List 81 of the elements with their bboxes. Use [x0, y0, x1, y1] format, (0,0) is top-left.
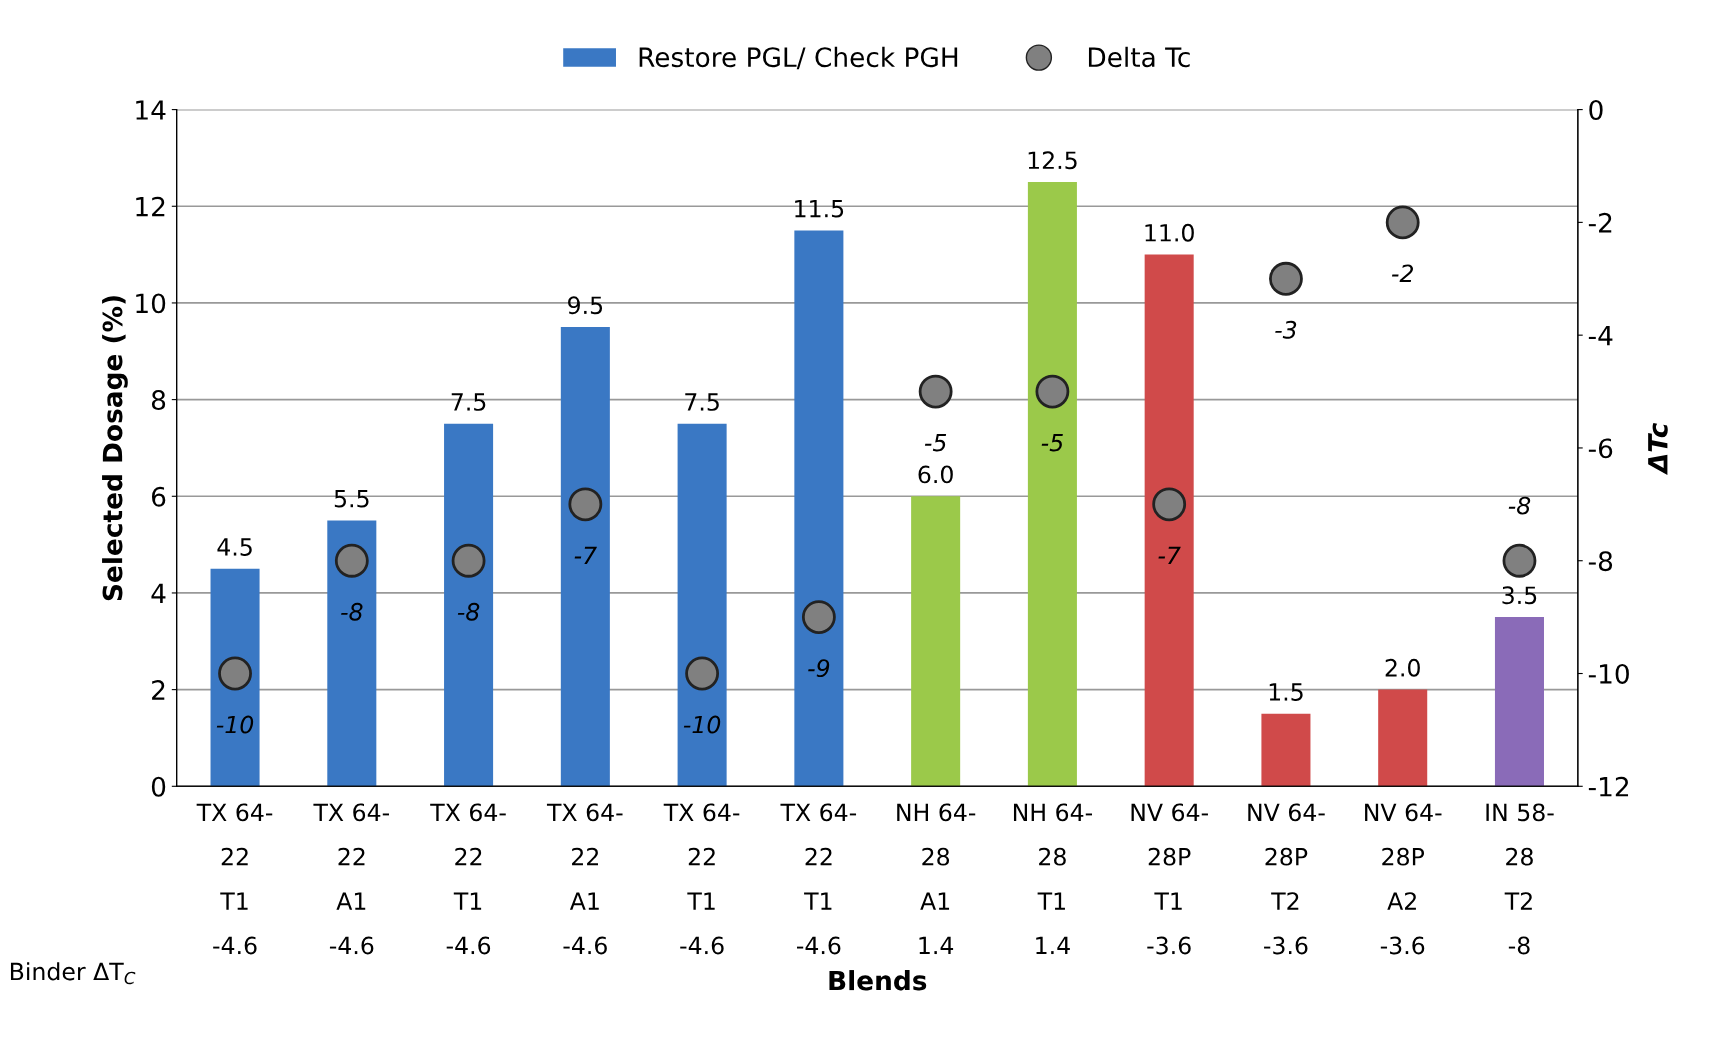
point	[1502, 543, 1537, 578]
point	[918, 374, 953, 409]
bar	[1027, 182, 1077, 787]
y2-tick-label: -2	[1588, 212, 1612, 233]
y2-tick-label: -6	[1588, 438, 1613, 459]
data-label: 7.5	[685, 393, 719, 411]
bar	[794, 230, 844, 787]
x-tick-label: NV 64- 28P T2 -3.6	[1248, 803, 1325, 955]
data-label: 7.5	[451, 393, 486, 411]
point	[334, 543, 369, 578]
y2-axis-title: ΔTc	[1648, 422, 1668, 476]
x-tick-label: IN 58- 28 T2 -8	[1486, 803, 1554, 955]
y-tick-label: 12	[136, 196, 165, 217]
data-label: -5	[1041, 433, 1063, 452]
point	[801, 600, 836, 635]
y-tick-label: 2	[152, 680, 165, 700]
bar	[1494, 617, 1544, 787]
point	[1035, 374, 1070, 409]
point	[1269, 261, 1303, 296]
data-label: -10	[216, 715, 254, 734]
x-tick-label: NH 64- 28 A1 1.4	[897, 803, 976, 955]
data-label: 4.5	[217, 538, 252, 556]
data-label: 11.0	[1145, 223, 1194, 242]
bar	[677, 423, 727, 787]
x-tick-label: TX 64- 22 A1 -4.6	[313, 803, 389, 955]
data-label: -8	[341, 602, 363, 621]
data-label: -2	[1392, 264, 1414, 282]
point	[1385, 205, 1420, 240]
data-label: -5	[924, 433, 947, 452]
bar	[1261, 713, 1311, 787]
data-label: 5.5	[334, 489, 369, 508]
y-tick-label: 0	[151, 776, 166, 797]
x-tick-label: NH 64- 28 T1 1.4	[1013, 803, 1092, 955]
y2-tick-label: -12	[1588, 776, 1629, 797]
x-axis-title: Blends	[829, 970, 927, 991]
bar	[327, 520, 377, 787]
data-label: -3	[1275, 320, 1297, 339]
x-tick-label: NV 64- 28P A2 -3.6	[1365, 803, 1442, 955]
data-label: 6.0	[918, 465, 953, 484]
data-label: -9	[808, 659, 830, 678]
y2-tick-label: -10	[1588, 663, 1629, 684]
data-label: -10	[683, 715, 721, 734]
point	[1152, 487, 1187, 522]
y-tick-label: 4	[151, 583, 166, 603]
point	[685, 656, 720, 691]
data-label: 9.5	[568, 296, 603, 315]
y2-tick-label: 0	[1589, 100, 1603, 120]
y2-tick-label: -8	[1588, 551, 1613, 572]
point	[451, 543, 486, 578]
legend-label: Delta Tc	[1088, 46, 1190, 68]
data-label: 2.0	[1385, 658, 1420, 677]
x-tick-label: TX 64- 22 T1 -4.6	[430, 803, 506, 955]
data-label: 3.5	[1502, 586, 1537, 605]
point	[568, 487, 603, 522]
y-tick-label: 6	[151, 486, 166, 507]
y-tick-label: 10	[136, 293, 166, 314]
bar	[1378, 689, 1428, 787]
data-label: -7	[574, 546, 597, 564]
x-tick-label: TX 64- 22 T1 -4.6	[780, 803, 857, 955]
data-label: 11.5	[795, 199, 844, 218]
point	[218, 656, 252, 691]
data-label: -8	[457, 602, 480, 621]
legend-label: Restore PGL/ Check PGH	[639, 46, 958, 70]
y-tick-label: 8	[151, 390, 166, 411]
data-label: 12.5	[1028, 151, 1077, 170]
x-tick-label: NV 64- 28P T1 -3.6	[1131, 803, 1208, 955]
text: Binder ΔT$_{C}$	[10, 962, 136, 985]
x-tick-label: TX 64- 22 A1 -4.6	[546, 803, 623, 955]
x-tick-label: TX 64- 22 T1 -4.6	[663, 803, 740, 955]
bar	[1144, 254, 1194, 787]
bar	[911, 496, 961, 787]
bar	[444, 423, 494, 787]
y-tick-label: 14	[136, 100, 166, 120]
data-label: -7	[1158, 546, 1181, 564]
data-label: 1.5	[1269, 683, 1303, 701]
bar	[210, 568, 260, 787]
y-axis-title: Selected Dosage (%)	[102, 296, 128, 601]
x-tick-label: TX 64- 22 T1 -4.6	[196, 803, 273, 955]
bar	[560, 327, 610, 787]
data-label: -8	[1508, 496, 1531, 515]
y2-tick-label: -4	[1588, 325, 1613, 346]
